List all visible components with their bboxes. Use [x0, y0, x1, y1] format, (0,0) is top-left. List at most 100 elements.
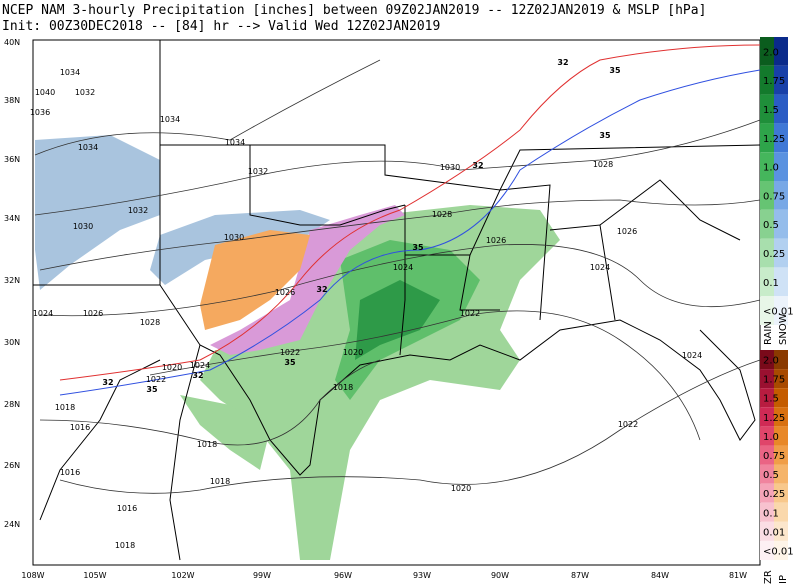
- isobar-label: 1020: [343, 348, 363, 357]
- isobar-label: 1030: [440, 163, 460, 172]
- isotherm-label: 35: [284, 358, 296, 367]
- legend-swatch: [760, 369, 774, 389]
- legend-title: SNOW: [778, 313, 789, 345]
- lat-label: 34N: [4, 214, 20, 223]
- legend-swatch: [760, 296, 774, 325]
- legend-swatch: [774, 388, 788, 408]
- isotherm-label: 32: [102, 378, 113, 387]
- legend-swatch: [774, 426, 788, 446]
- isobar-label: 1036: [30, 108, 50, 117]
- isobar-label: 1028: [140, 318, 160, 327]
- isobar-label: 1022: [618, 420, 638, 429]
- lon-label: 87W: [571, 571, 589, 580]
- legend-label: <0.01: [763, 307, 794, 318]
- legend-swatch: [774, 350, 788, 370]
- legend-swatch: [760, 521, 774, 541]
- isotherm-label: 32: [192, 371, 203, 380]
- isotherm-label: 32: [557, 58, 568, 67]
- legend-label: 0.1: [763, 278, 779, 289]
- legend-swatch: [760, 37, 774, 66]
- legend-swatch: [774, 521, 788, 541]
- legend-swatch: [774, 445, 788, 465]
- lat-label: 36N: [4, 155, 20, 164]
- legend-swatch: [760, 209, 774, 239]
- legend-swatch: [774, 502, 788, 522]
- isobar-label: 1034: [78, 143, 98, 152]
- isobar-label: 1016: [70, 423, 90, 432]
- legend-label: 0.75: [763, 191, 785, 202]
- isobar-label: 1030: [73, 222, 93, 231]
- lon-label: 81W: [729, 571, 747, 580]
- map-frame: [32, 39, 761, 566]
- legend-swatch: [760, 407, 774, 427]
- legend-swatch: [760, 94, 774, 124]
- lon-label: 105W: [83, 571, 106, 580]
- legend-swatch: [760, 502, 774, 522]
- isobar-label: 1034: [60, 68, 80, 77]
- legend-label: 2.0: [763, 356, 779, 367]
- isobar-label: 1028: [593, 160, 613, 169]
- isobar-label: 1024: [393, 263, 413, 272]
- isotherm-label: 32: [472, 161, 483, 170]
- legend-swatch: [760, 426, 774, 446]
- legend-title: ZR: [763, 570, 774, 584]
- legend-label: 1.5: [763, 394, 779, 405]
- legend-title: RAIN: [763, 321, 774, 345]
- legend-swatch: [760, 65, 774, 95]
- legend-label: 1.25: [763, 134, 785, 145]
- isobar-label: 1030: [224, 233, 244, 242]
- isobar-label: 1028: [432, 210, 452, 219]
- legend-label: 0.25: [763, 249, 785, 260]
- isobar-label: 1024: [190, 361, 210, 370]
- legend-swatch: [774, 181, 788, 210]
- isobar-label: 1026: [617, 227, 637, 236]
- legend-label: 0.1: [763, 508, 779, 519]
- isobar-label: 1018: [115, 541, 135, 550]
- legend-swatch: [760, 540, 774, 560]
- isobar-label: 1032: [248, 167, 268, 176]
- legend-title: IP: [778, 575, 789, 584]
- legend-swatch: [760, 483, 774, 503]
- isobar-label: 1024: [682, 351, 702, 360]
- lon-label: 96W: [334, 571, 352, 580]
- lon-label: 108W: [21, 571, 44, 580]
- lat-label: 32N: [4, 276, 20, 285]
- isotherm-label: 35: [412, 243, 424, 252]
- legend-swatch: [774, 94, 788, 124]
- lat-label: 28N: [4, 400, 20, 409]
- isobar-label: 1034: [160, 115, 180, 124]
- legend-swatch: [774, 483, 788, 503]
- isobar-label: 1040: [35, 88, 55, 97]
- lat-label: 40N: [4, 38, 20, 47]
- isobar-label: 1026: [83, 309, 103, 318]
- isobar-label: 1022: [280, 348, 300, 357]
- isotherm-label: 35: [146, 385, 158, 394]
- isobar-label: 1020: [451, 484, 471, 493]
- title: NCEP NAM 3-hourly Precipitation [inches]…: [2, 3, 706, 18]
- legend-swatch: [760, 152, 774, 181]
- legend-swatch: [760, 388, 774, 408]
- legend-label: <0.01: [763, 546, 794, 557]
- legend-swatch: [760, 267, 774, 297]
- isotherm-label: 35: [609, 66, 621, 75]
- subtitle: Init: 00Z30DEC2018 -- [84] hr --> Valid …: [2, 19, 440, 34]
- legend-label: 0.25: [763, 489, 785, 500]
- legend-label: 1.5: [763, 105, 779, 116]
- legend-swatch: [760, 123, 774, 153]
- legend-label: 2.0: [763, 47, 779, 58]
- legend-swatch: [774, 540, 788, 560]
- lat-label: 24N: [4, 520, 20, 529]
- legend-swatch: [774, 407, 788, 427]
- legend-swatch: [774, 37, 788, 66]
- isobar-label: 1024: [33, 309, 53, 318]
- legend-label: 0.75: [763, 451, 785, 462]
- legend-label: 0.5: [763, 470, 779, 481]
- lat-label: 30N: [4, 338, 20, 347]
- legend-swatch: [774, 209, 788, 239]
- isobar-label: 1026: [486, 236, 506, 245]
- isobar-label: 1018: [210, 477, 230, 486]
- legend-swatch: [774, 65, 788, 95]
- lon-label: 99W: [253, 571, 271, 580]
